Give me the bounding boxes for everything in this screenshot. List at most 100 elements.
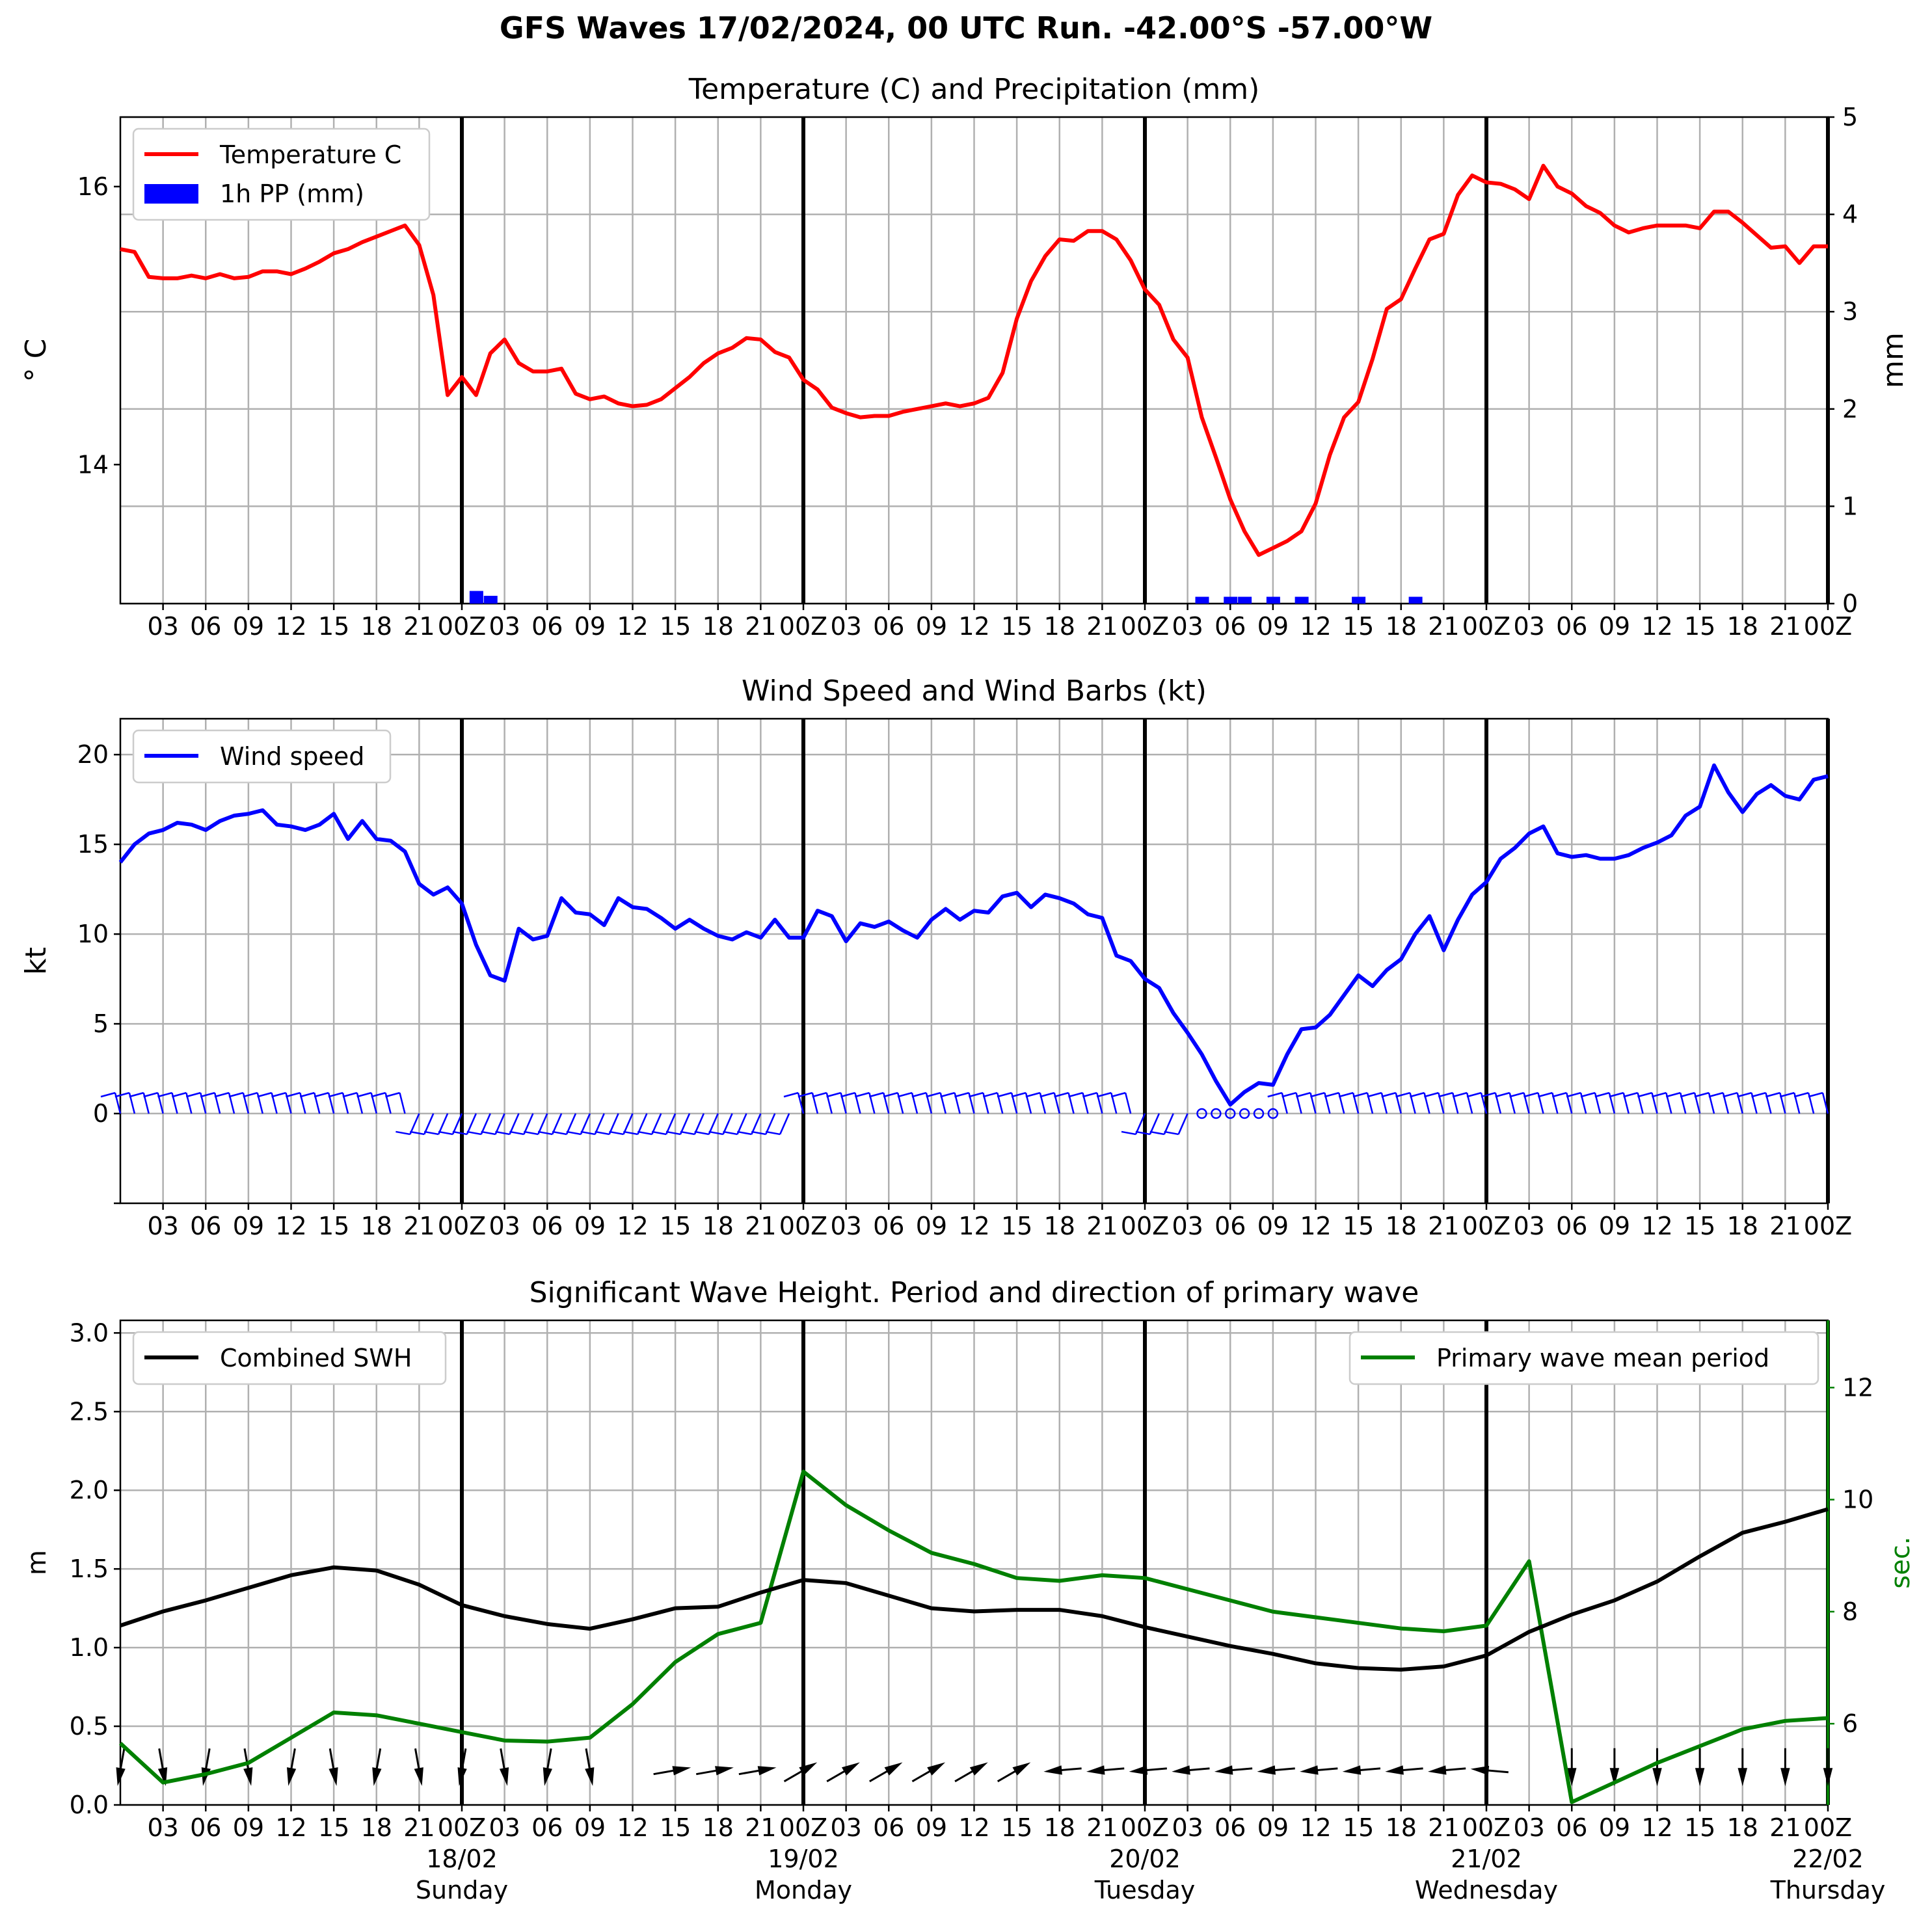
x-tick-label: 03 bbox=[1513, 1813, 1544, 1842]
wind-barb bbox=[399, 1092, 406, 1114]
x-tick-label: 12 bbox=[958, 612, 989, 641]
y2-tick-label: 3 bbox=[1842, 297, 1858, 326]
wind-barb-flag bbox=[969, 1091, 984, 1098]
wind-barb-flag bbox=[466, 1130, 481, 1136]
day-name-label: Wednesday bbox=[1415, 1876, 1558, 1904]
wind-barb-flag bbox=[100, 1091, 116, 1098]
wind-barb bbox=[1163, 1113, 1174, 1135]
wind-barb bbox=[1134, 1113, 1146, 1135]
wave-direction-arrowhead bbox=[543, 1767, 552, 1786]
x-tick-label: 15 bbox=[1684, 1813, 1715, 1842]
panel-title: Significant Wave Height. Period and dire… bbox=[530, 1276, 1419, 1309]
x-tick-label: 18 bbox=[361, 612, 392, 641]
wind-barb-flag bbox=[1011, 1091, 1026, 1098]
wind-barb-flag bbox=[1110, 1091, 1126, 1098]
wind-barb-flag bbox=[1367, 1091, 1382, 1098]
wind-barb-flag bbox=[1765, 1091, 1780, 1098]
x-tick-label: 15 bbox=[318, 612, 349, 641]
x-tick-label: 18 bbox=[703, 612, 734, 641]
x-tick-label: 09 bbox=[1599, 612, 1630, 641]
wind-barb-flag bbox=[897, 1091, 913, 1098]
wind-barb bbox=[423, 1113, 435, 1135]
wind-barb-flag bbox=[680, 1130, 695, 1136]
wind-barb-flag bbox=[1793, 1091, 1809, 1098]
wind-barb bbox=[594, 1113, 605, 1135]
wind-barb-flag bbox=[1594, 1091, 1610, 1098]
wind-barb-flag bbox=[1708, 1091, 1724, 1098]
y-tick-label: 15 bbox=[77, 830, 109, 859]
x-tick-label: 18 bbox=[703, 1212, 734, 1240]
wave-direction-arrowhead bbox=[1823, 1768, 1833, 1787]
wind-barb-flag bbox=[371, 1091, 386, 1098]
wind-barb-flag bbox=[1652, 1091, 1667, 1098]
wave-direction-arrowhead bbox=[1043, 1765, 1062, 1775]
x-tick-label: 00Z bbox=[1804, 1212, 1852, 1240]
x-tick-label: 06 bbox=[1556, 1212, 1587, 1240]
wave-direction-arrowhead bbox=[329, 1767, 338, 1786]
day-date-label: 19/02 bbox=[768, 1845, 839, 1873]
wind-barb-flag bbox=[694, 1130, 709, 1136]
wind-barb-flag bbox=[1054, 1091, 1069, 1098]
x-tick-label: 21 bbox=[745, 612, 776, 641]
wind-barb-flag bbox=[1665, 1091, 1681, 1098]
wind-barb-flag bbox=[1495, 1091, 1510, 1098]
wind-barb-flag bbox=[1566, 1091, 1581, 1098]
wind-barb bbox=[708, 1113, 719, 1135]
x-tick-label: 00Z bbox=[779, 1212, 827, 1240]
wind-barb bbox=[651, 1113, 662, 1135]
x-tick-label: 03 bbox=[1172, 1212, 1203, 1240]
wind-barb bbox=[466, 1113, 477, 1135]
wave-direction-arrowhead bbox=[372, 1767, 382, 1786]
panel-title: Temperature (C) and Precipitation (mm) bbox=[688, 73, 1260, 106]
wind-barb-flag bbox=[826, 1091, 841, 1098]
x-tick-label: 21 bbox=[1428, 612, 1459, 641]
legend: Wind speed bbox=[132, 729, 392, 784]
wind-barb-flag bbox=[751, 1130, 766, 1136]
x-tick-label: 15 bbox=[1001, 1212, 1032, 1240]
x-tick-label: 18 bbox=[1386, 1813, 1417, 1842]
wind-barb-flag bbox=[314, 1091, 329, 1098]
wind-barb-flag bbox=[200, 1091, 215, 1098]
day-name-label: Sunday bbox=[416, 1876, 508, 1904]
wave-direction-arrowhead bbox=[116, 1767, 126, 1786]
wind-barb-flag bbox=[228, 1091, 244, 1098]
x-tick-label: 03 bbox=[147, 1212, 178, 1240]
wind-barb-flag bbox=[1694, 1091, 1710, 1098]
y2-tick-label: 6 bbox=[1842, 1709, 1858, 1738]
x-tick-label: 09 bbox=[574, 1212, 606, 1240]
x-tick-label: 09 bbox=[1257, 1813, 1289, 1842]
x-tick-label: 12 bbox=[617, 1212, 648, 1240]
wind-barb bbox=[608, 1113, 619, 1135]
wind-barb-flag bbox=[185, 1091, 201, 1098]
wave-direction-arrowhead bbox=[757, 1766, 777, 1776]
wind-barb-flag bbox=[665, 1130, 681, 1136]
y2-tick-label: 8 bbox=[1842, 1597, 1858, 1626]
x-tick-label: 12 bbox=[1641, 1212, 1672, 1240]
y-tick-label: 0.0 bbox=[70, 1791, 109, 1819]
x-tick-label: 09 bbox=[574, 1813, 606, 1842]
wind-barb-flag bbox=[328, 1091, 343, 1098]
wind-barb bbox=[736, 1113, 747, 1135]
wave-panel: 03 06 09 12 15 18 21 00Z 03 06 09 12 15 18 21 00Z 03 06 09… bbox=[22, 1276, 1916, 1904]
day-date-label: 20/02 bbox=[1109, 1845, 1181, 1873]
wind-panel: 03 06 09 12 15 18 21 00Z 03 06 09 12 15 18 21 00Z 03 06 09… bbox=[20, 674, 1852, 1240]
wind-barb bbox=[1124, 1092, 1132, 1114]
period-line bbox=[118, 1469, 1829, 1804]
y-tick-label: 2.5 bbox=[70, 1397, 109, 1426]
wave-direction-arrowhead bbox=[499, 1767, 509, 1786]
x-tick-label: 09 bbox=[916, 612, 947, 641]
wind-barb-flag bbox=[1082, 1091, 1097, 1098]
wind-barb-flag bbox=[1410, 1091, 1425, 1098]
wind-barb-flag bbox=[595, 1130, 610, 1136]
wind-barb bbox=[565, 1113, 577, 1135]
wave-direction-arrowhead bbox=[841, 1762, 860, 1776]
legend-box bbox=[1348, 1331, 1819, 1385]
wind-barb-flag bbox=[812, 1091, 827, 1098]
wind-barb-flag bbox=[997, 1091, 1012, 1098]
wind-speed-line bbox=[118, 763, 1829, 1107]
wind-barb-calm bbox=[1239, 1108, 1250, 1119]
wave-direction-arrowhead bbox=[1737, 1768, 1747, 1787]
x-tick-label: 12 bbox=[958, 1212, 989, 1240]
legend-swh-label: Combined SWH bbox=[220, 1344, 412, 1372]
wave-direction-arrowhead bbox=[1470, 1765, 1490, 1776]
